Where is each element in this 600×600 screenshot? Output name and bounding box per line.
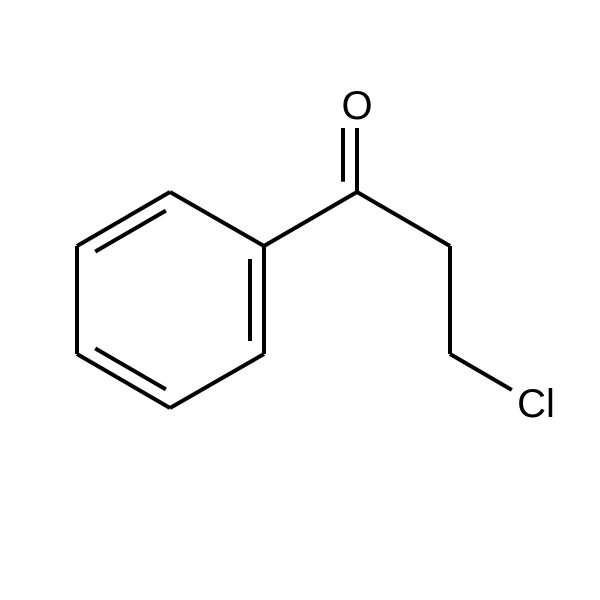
bond-4 [77,192,170,246]
bond-5 [170,192,264,246]
bond-1 [170,354,264,408]
atom-label-cl: Cl [517,382,555,426]
bond-8 [357,192,450,246]
molecule-canvas: O Cl [0,0,600,600]
bond-6 [264,192,357,246]
atom-label-o: O [341,84,372,128]
bond-2 [77,354,170,408]
bond-10 [450,354,512,390]
